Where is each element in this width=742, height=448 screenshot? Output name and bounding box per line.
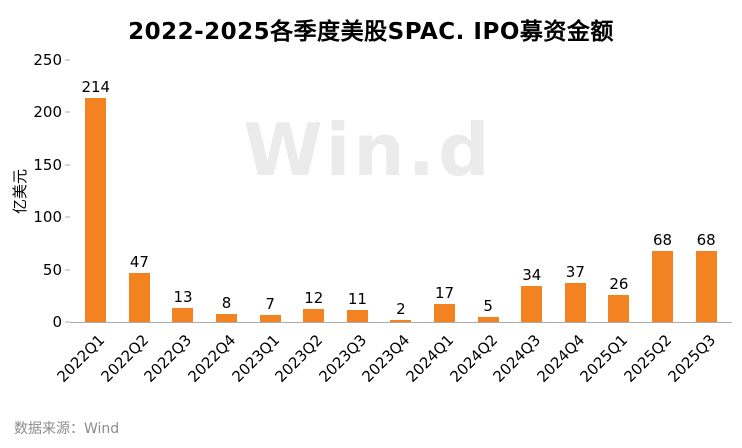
bar bbox=[434, 304, 456, 322]
plot-area: 214 47 13 8 7 12 11 2 17 5 34 37 26 68 68 bbox=[70, 60, 732, 323]
bar-value-label: 68 bbox=[696, 230, 716, 249]
y-axis: 0 50 100 150 200 250 bbox=[30, 51, 70, 331]
bar-slot: 17 bbox=[423, 60, 467, 322]
bar-value-label: 12 bbox=[304, 289, 324, 308]
bar-value-label: 26 bbox=[609, 274, 629, 293]
bar-value-label: 47 bbox=[129, 252, 149, 271]
y-axis-title-container: 亿美元 bbox=[8, 60, 30, 322]
bar bbox=[608, 294, 630, 322]
y-tick-mark bbox=[65, 164, 70, 166]
bar-slot: 7 bbox=[248, 60, 292, 322]
bar-slot: 26 bbox=[597, 60, 641, 322]
bar-value-label: 5 bbox=[483, 296, 493, 315]
bar-value-label: 17 bbox=[435, 284, 455, 303]
bar-slot: 11 bbox=[336, 60, 380, 322]
bar-value-label: 214 bbox=[81, 77, 111, 96]
y-tick-label: 200 bbox=[33, 103, 62, 122]
bar bbox=[695, 250, 717, 322]
y-tick-mark bbox=[65, 321, 70, 323]
bar-slot: 2 bbox=[379, 60, 423, 322]
bar bbox=[477, 316, 499, 322]
bar-value-label: 11 bbox=[347, 290, 367, 309]
bar-slot: 34 bbox=[510, 60, 554, 322]
y-tick-mark bbox=[65, 269, 70, 271]
x-axis: 2022Q1 2022Q2 2022Q3 2022Q4 2023Q1 2023Q2 2023… bbox=[54, 323, 732, 395]
y-tick-mark bbox=[65, 111, 70, 113]
bar bbox=[85, 97, 107, 322]
bar-value-label: 2 bbox=[396, 299, 406, 318]
bar-slot: 5 bbox=[466, 60, 510, 322]
chart-body: 亿美元 0 50 100 150 200 250 Win.d 214 47 13 8 7 12 11 2… bbox=[0, 51, 742, 395]
chart-title: 2022-2025各季度美股SPAC. IPO募资金额 bbox=[128, 19, 614, 45]
y-tick-label: 150 bbox=[33, 155, 62, 174]
bar-value-label: 34 bbox=[522, 266, 542, 285]
bar bbox=[346, 310, 368, 322]
y-tick-label: 100 bbox=[33, 208, 62, 227]
bar-slot: 8 bbox=[205, 60, 249, 322]
bar-value-label: 7 bbox=[265, 294, 275, 313]
x-tick: 2025Q3 bbox=[664, 323, 728, 395]
bar bbox=[390, 319, 412, 322]
bar-value-label: 68 bbox=[652, 230, 673, 249]
bar bbox=[303, 309, 325, 322]
data-source-note: 数据来源：Wind bbox=[14, 421, 120, 437]
y-tick-label: 50 bbox=[42, 260, 62, 279]
bar-slot: 47 bbox=[118, 60, 162, 322]
y-tick-mark bbox=[65, 216, 70, 218]
bar-slot: 214 bbox=[74, 60, 118, 322]
bar bbox=[216, 313, 238, 322]
y-tick-label: 0 bbox=[52, 313, 62, 331]
y-axis-title: 亿美元 bbox=[10, 168, 29, 214]
bar-slot: 68 bbox=[641, 60, 685, 322]
bar-slot: 68 bbox=[684, 60, 728, 322]
bar-value-label: 13 bbox=[173, 288, 193, 307]
bar bbox=[521, 286, 543, 322]
bar-value-label: 8 bbox=[221, 293, 232, 312]
bar-slot: 13 bbox=[161, 60, 205, 322]
bar bbox=[259, 314, 281, 322]
y-tick-label: 250 bbox=[33, 51, 62, 69]
bar-value-label: 37 bbox=[565, 263, 585, 282]
plot-wrapper: Win.d 214 47 13 8 7 12 11 2 17 5 34 37 26 68 68 2022Q1… bbox=[54, 60, 732, 395]
bar bbox=[564, 283, 586, 322]
bar bbox=[128, 272, 150, 322]
y-tick-mark bbox=[65, 59, 70, 61]
bar bbox=[652, 250, 674, 322]
x-tick-label: 2022Q1 bbox=[53, 331, 109, 386]
bar-slot: 37 bbox=[554, 60, 598, 322]
bar bbox=[172, 308, 194, 322]
bar-slot: 12 bbox=[292, 60, 336, 322]
